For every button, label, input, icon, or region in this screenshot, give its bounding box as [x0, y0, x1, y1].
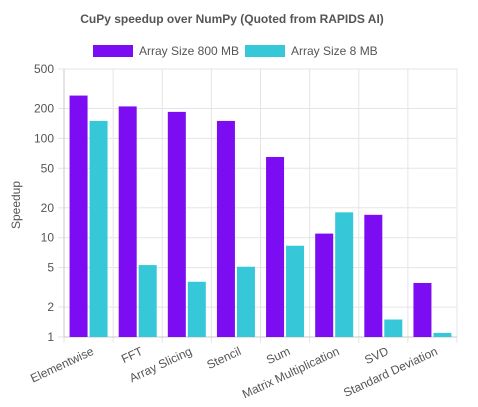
bar-1-7[interactable] [433, 332, 452, 337]
gridlines [58, 68, 458, 343]
bar-0-5[interactable] [315, 233, 334, 337]
y-tick-label-2: 5 [47, 261, 54, 275]
x-tick-label-7: Standard Deviation [341, 344, 439, 400]
y-axis-ticks: 1 2 5 10 20 50 100 200 500 [34, 62, 54, 344]
legend-swatch-0[interactable] [93, 45, 133, 57]
y-axis-label: Speedup [9, 181, 23, 229]
bar-1-5[interactable] [335, 212, 354, 337]
bar-0-6[interactable] [364, 214, 383, 337]
legend-label-1[interactable]: Array Size 8 MB [291, 44, 378, 58]
bar-1-3[interactable] [236, 266, 255, 337]
bar-1-1[interactable] [138, 265, 157, 337]
legend-label-0[interactable]: Array Size 800 MB [139, 44, 239, 58]
bar-1-4[interactable] [286, 245, 305, 337]
x-tick-label-3: Stencil [205, 344, 244, 372]
x-tick-label-5: Matrix Multiplication [240, 344, 341, 401]
bar-0-7[interactable] [413, 282, 432, 337]
y-tick-label-6: 100 [34, 131, 54, 145]
bar-0-0[interactable] [69, 95, 88, 337]
x-tick-label-0: Elementwise [28, 344, 96, 386]
y-tick-label-1: 2 [47, 300, 54, 314]
legend: Array Size 800 MB Array Size 8 MB [93, 44, 378, 58]
y-tick-label-8: 500 [34, 62, 54, 76]
bar-0-1[interactable] [118, 106, 137, 337]
y-tick-label-5: 50 [41, 161, 55, 175]
y-tick-label-4: 20 [41, 201, 55, 215]
bar-0-4[interactable] [266, 156, 285, 337]
x-tick-label-1: FFT [119, 344, 145, 366]
y-tick-label-3: 10 [41, 231, 55, 245]
bar-1-0[interactable] [89, 120, 108, 337]
bar-0-3[interactable] [216, 120, 235, 337]
x-tick-label-4: Sum [264, 344, 292, 367]
bar-1-2[interactable] [187, 281, 206, 337]
y-tick-label-0: 1 [47, 330, 54, 344]
bar-1-6[interactable] [384, 319, 403, 337]
chart-title: CuPy speedup over NumPy (Quoted from RAP… [80, 12, 384, 26]
bar-0-2[interactable] [167, 111, 186, 337]
y-tick-label-7: 200 [34, 102, 54, 116]
x-tick-label-6: SVD [362, 344, 391, 367]
bars [69, 95, 452, 337]
legend-swatch-1[interactable] [245, 45, 285, 57]
